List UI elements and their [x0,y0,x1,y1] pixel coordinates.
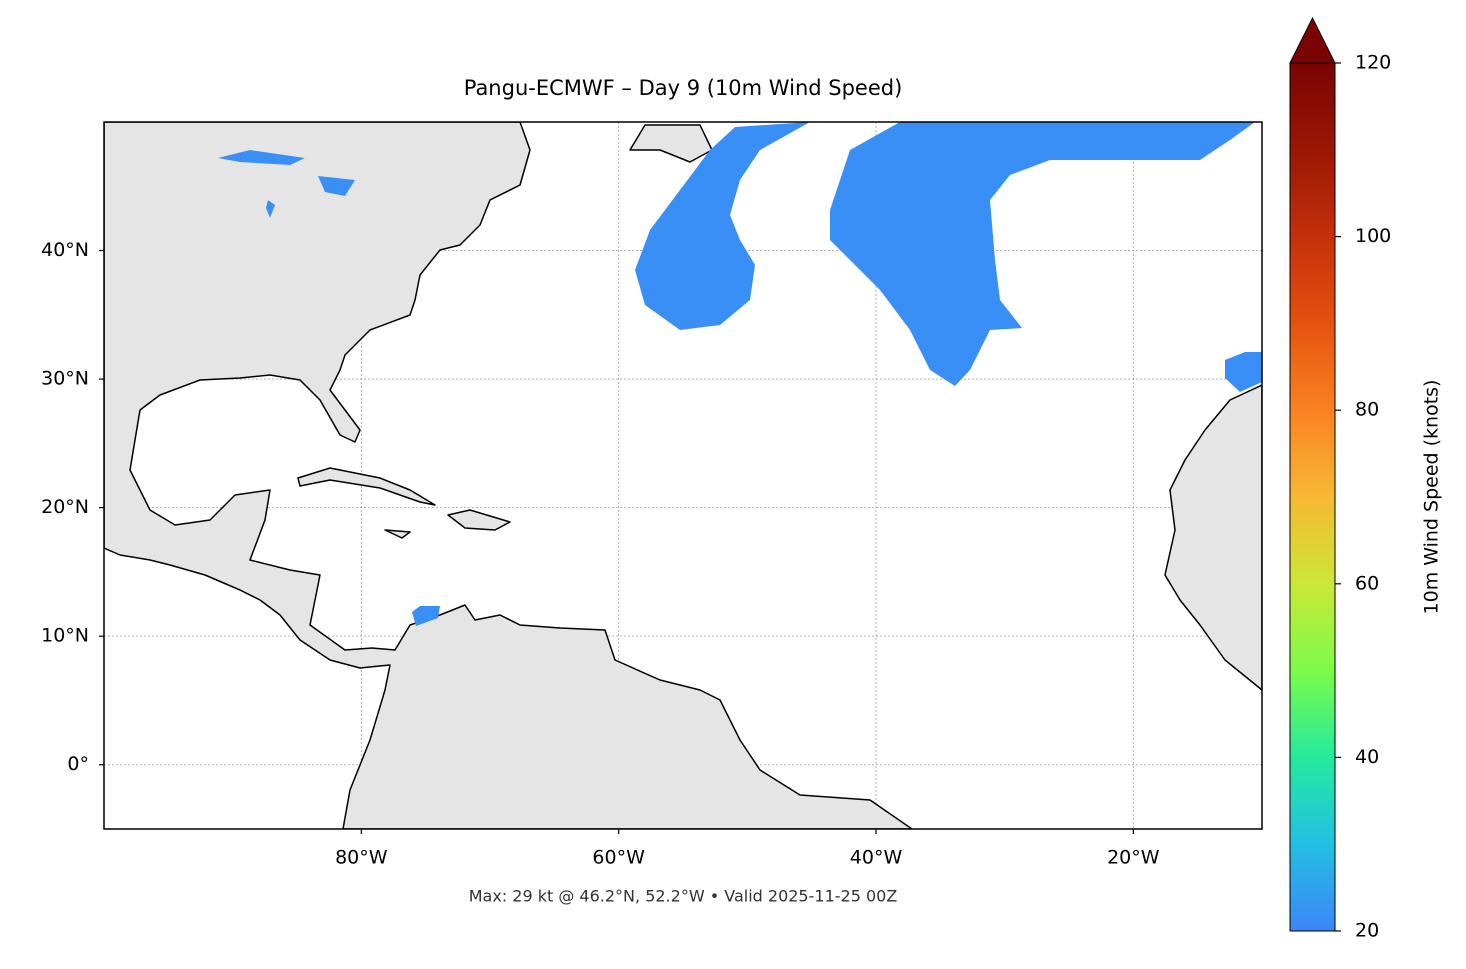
y-tick-label: 30°N [41,368,89,390]
wind-region [830,122,1255,386]
x-tick-label: 60°W [592,847,645,869]
colorbar-label: 10m Wind Speed (knots) [1421,380,1443,615]
y-tick-label: 20°N [41,496,89,518]
colorbar-tick-label: 100 [1355,225,1391,247]
land-americas [104,122,913,829]
land-jamaica [384,529,411,539]
land-africa [1164,384,1262,691]
wind-region [1225,352,1262,392]
map-layer [104,122,1262,829]
map-title: Pangu-ECMWF – Day 9 (10m Wind Speed) [464,76,903,100]
land-cuba [297,467,436,506]
colorbar-extend [1289,16,1336,64]
colorbar-tick-label: 60 [1355,572,1379,594]
land-newfoundland [629,124,713,163]
x-tick-label: 80°W [335,847,388,869]
colorbar-tick-label: 20 [1355,920,1379,942]
colorbar-frame [1289,62,1336,932]
colorbar [1290,63,1335,931]
y-tick-label: 40°N [41,239,89,261]
x-tick-label: 40°W [850,847,903,869]
y-tick-label: 10°N [41,625,89,647]
wind-region [412,606,440,626]
land-hispaniola [447,509,511,531]
wind-region [218,150,355,218]
x-tick-label: 20°W [1107,847,1160,869]
wind-region [635,122,810,330]
map-frame [103,121,1263,830]
footer-note: Max: 29 kt @ 46.2°N, 52.2°W • Valid 2025… [469,887,898,906]
colorbar-tick-label: 80 [1355,399,1379,421]
colorbar-tick-label: 120 [1355,52,1391,74]
colorbar-tick-label: 40 [1355,746,1379,768]
y-tick-label: 0° [67,753,89,775]
